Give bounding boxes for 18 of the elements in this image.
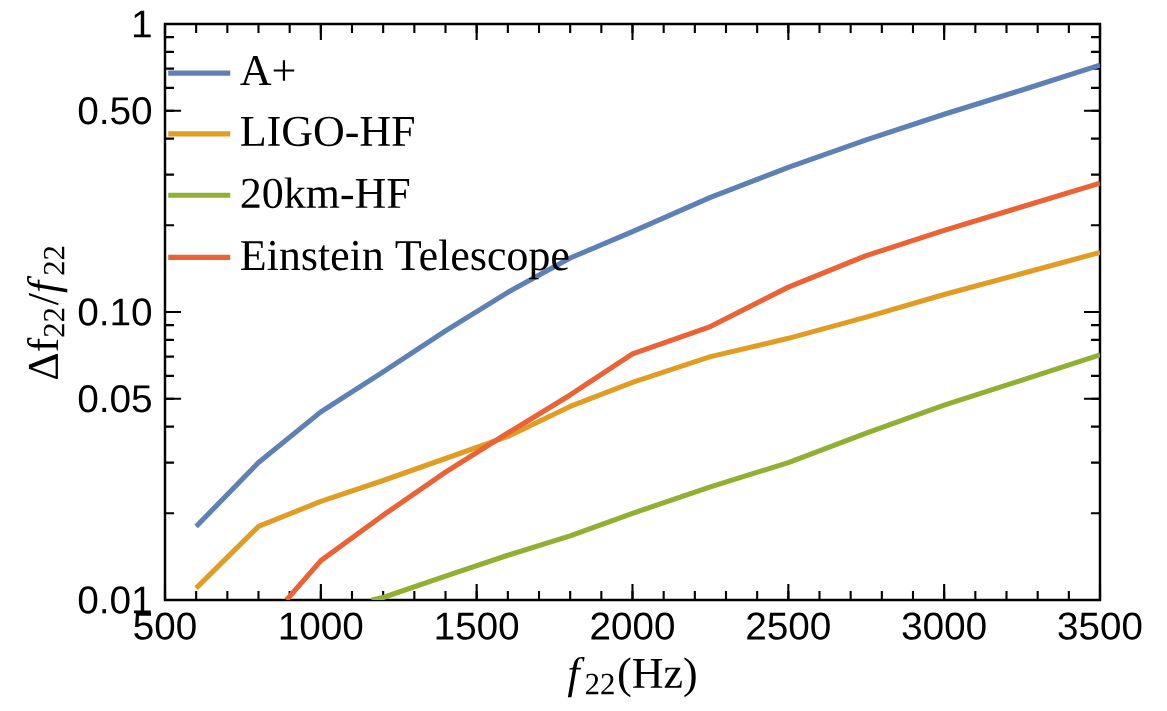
legend-label: LIGO-HF [241, 116, 414, 147]
y-tick-label: 0.01 [78, 586, 151, 614]
x-tick-label: 2500 [747, 612, 830, 640]
legend-label: 20km-HF [241, 177, 410, 209]
y-axis-title: Δf$_{22}$/f$_{22}$ [26, 246, 68, 380]
y-tick-label: 0.50 [78, 97, 152, 125]
x-tick-label: 3000 [902, 612, 986, 640]
y-tick-label: 0.10 [78, 298, 152, 326]
y-tick-label: 0.05 [78, 385, 151, 413]
legend-label: A+ [240, 56, 295, 86]
x-tick-label: 2000 [591, 612, 674, 640]
x-tick-label: 1500 [436, 612, 519, 640]
legend-label: Einstein Telescope [241, 239, 569, 280]
x-tick-label: 1000 [280, 612, 363, 640]
x-tick-label: 500 [134, 612, 196, 640]
y-tick-label: 1 [134, 10, 151, 38]
x-axis-title: f$_{22}$(Hz) [567, 656, 696, 698]
x-tick-label: 3500 [1058, 612, 1142, 640]
